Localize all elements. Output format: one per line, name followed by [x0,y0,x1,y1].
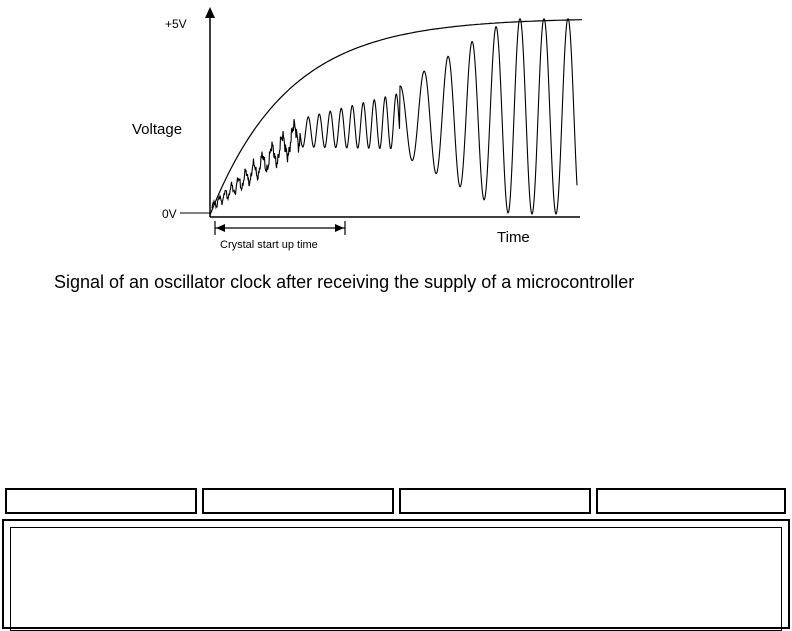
supply-envelope-curve [209,19,582,216]
oscillator-signal [211,18,578,216]
nav-button-2[interactable] [202,488,394,514]
y-axis-label: Voltage [132,121,182,138]
y-bottom-label: 0V [162,207,177,221]
oscillator-startup-diagram: +5V Voltage 0V Crystal start up time Tim… [132,7,582,251]
diagram-caption: Signal of an oscillator clock after rece… [54,272,635,292]
content-panel-inner [10,527,782,631]
nav-button-4[interactable] [596,488,786,514]
startup-label: Crystal start up time [220,239,318,251]
y-axis-arrow [205,7,215,18]
x-axis-label: Time [497,229,530,246]
startup-arrow-right [335,224,344,232]
nav-button-1[interactable] [5,488,197,514]
content-panel [2,519,790,631]
nav-button-3[interactable] [399,488,591,514]
y-top-label: +5V [165,17,187,31]
startup-arrow-left [216,224,225,232]
